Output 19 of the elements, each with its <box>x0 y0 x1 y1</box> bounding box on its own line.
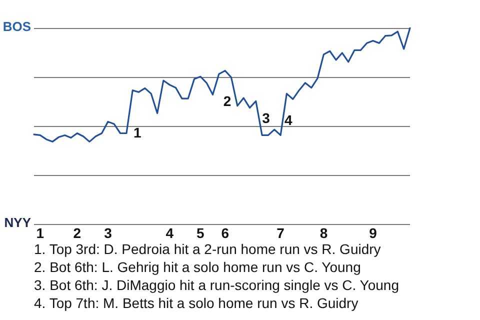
x-tick-label: 8 <box>320 225 328 241</box>
annotation: 2 <box>223 92 232 109</box>
x-tick-label: 4 <box>166 225 174 241</box>
x-tick-label: 7 <box>276 225 285 241</box>
annotation: 3 <box>262 110 270 126</box>
text: 4. Top 7th: M. Betts hit a solo home run vs R. Guidry <box>34 295 358 311</box>
x-tick-label: 1 <box>36 225 44 241</box>
text: NYY <box>4 215 32 230</box>
annotation: 4 <box>284 112 293 128</box>
x-tick-label: 2 <box>73 225 82 241</box>
x-tick-label: 9 <box>369 225 378 241</box>
text: 1. Top 3rd: D. Pedroia hit a 2-run home run vs R. Guidry <box>34 241 381 257</box>
text: 3. Bot 6th: J. DiMaggio hit a run-scoring single vs C. Young <box>34 277 399 293</box>
x-tick-label: 3 <box>104 225 112 241</box>
annotation: 1 <box>133 124 142 140</box>
x-tick-label: 6 <box>221 225 230 241</box>
text: 2. Bot 6th: L. Gehrig hit a solo home run vs C. Young <box>34 259 361 275</box>
text: BOS <box>2 19 32 34</box>
x-tick-label: 5 <box>196 225 205 241</box>
